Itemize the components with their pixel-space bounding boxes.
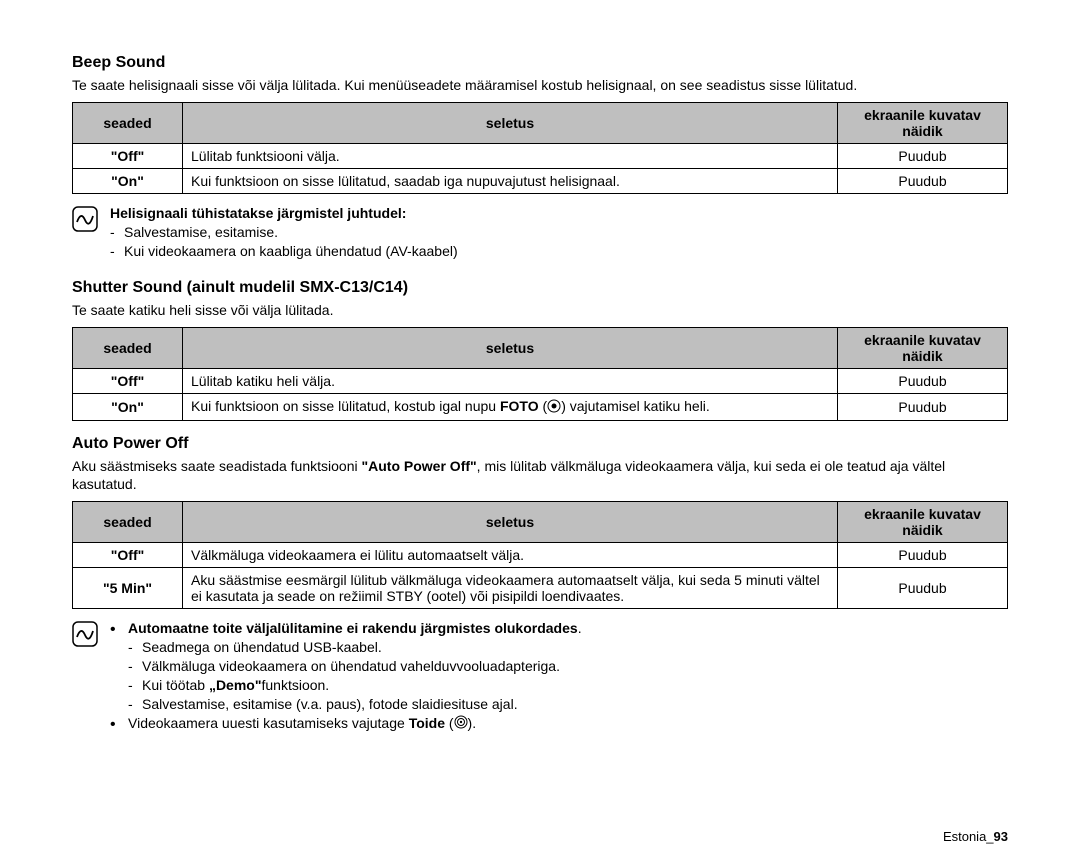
desc-post: vajutamisel katiku heli.: [566, 398, 710, 414]
note-sub: Salvestamise, esitamise (v.a. paus), fot…: [128, 695, 1008, 714]
section-desc-shutter: Te saate katiku heli sisse või välja lül…: [72, 301, 1008, 319]
section-title-beep: Beep Sound: [72, 54, 1008, 72]
note-bullet: Videokaamera uuesti kasutamiseks vajutag…: [110, 714, 1008, 734]
table-row: "5 Min" Aku säästmise eesmärgil lülitub …: [73, 568, 1008, 609]
note-block-beep: Helisignaali tühistatakse järgmistel juh…: [72, 204, 1008, 261]
note-content: Automaatne toite väljalülitamine ei rake…: [110, 619, 1008, 733]
section-autopower: Auto Power Off Aku säästmiseks saate sea…: [72, 435, 1008, 734]
sub-post: funktsioon.: [261, 677, 329, 693]
th-settings: seaded: [73, 328, 183, 369]
desc-bold: "Auto Power Off": [362, 458, 477, 474]
desc-bold: FOTO: [500, 398, 539, 414]
cell-setting: "Off": [73, 369, 183, 394]
table-row: "On" Kui funktsioon on sisse lülitatud, …: [73, 394, 1008, 421]
th-desc: seletus: [183, 502, 838, 543]
note-sub: Kui töötab „Demo"funktsioon.: [128, 676, 1008, 695]
desc-pre: Kui funktsioon on sisse lülitatud, kostu…: [191, 398, 500, 414]
th-indicator: ekraanile kuvatav näidik: [838, 502, 1008, 543]
table-row: "On" Kui funktsioon on sisse lülitatud, …: [73, 169, 1008, 194]
note-block-autopower: Automaatne toite väljalülitamine ei rake…: [72, 619, 1008, 733]
bullet-bold: Toide: [409, 715, 445, 731]
cell-desc: Lülitab funktsiooni välja.: [183, 144, 838, 169]
table-shutter: seaded seletus ekraanile kuvatav näidik …: [72, 327, 1008, 421]
cell-setting: "On": [73, 169, 183, 194]
table-row: "Off" Välkmäluga videokaamera ei lülitu …: [73, 543, 1008, 568]
note-content: Helisignaali tühistatakse järgmistel juh…: [110, 204, 1008, 261]
cell-setting: "Off": [73, 543, 183, 568]
section-shutter: Shutter Sound (ainult mudelil SMX-C13/C1…: [72, 279, 1008, 421]
th-settings: seaded: [73, 103, 183, 144]
th-indicator: ekraanile kuvatav näidik: [838, 328, 1008, 369]
note-icon: [72, 206, 98, 232]
cell-indicator: Puudub: [838, 169, 1008, 194]
cell-indicator: Puudub: [838, 543, 1008, 568]
note-sub: Välkmäluga videokaamera on ühendatud vah…: [128, 657, 1008, 676]
th-desc: seletus: [183, 328, 838, 369]
cell-indicator: Puudub: [838, 568, 1008, 609]
note-heading: Helisignaali tühistatakse järgmistel juh…: [110, 205, 406, 221]
note-item: Salvestamise, esitamise.: [110, 223, 1008, 242]
cell-desc: Välkmäluga videokaamera ei lülitu automa…: [183, 543, 838, 568]
section-title-shutter: Shutter Sound (ainult mudelil SMX-C13/C1…: [72, 279, 1008, 297]
bullet-after: .: [578, 620, 582, 636]
foto-icon: [547, 399, 561, 416]
sub-bold: „Demo": [209, 677, 262, 693]
note-item: Kui videokaamera on kaabliga ühendatud (…: [110, 242, 1008, 261]
cell-desc: Kui funktsioon on sisse lülitatud, kostu…: [183, 394, 838, 421]
desc-pre: Aku säästmiseks saate seadistada funktsi…: [72, 458, 362, 474]
bullet-post: .: [472, 715, 476, 731]
section-beep: Beep Sound Te saate helisignaali sisse v…: [72, 54, 1008, 261]
cell-desc: Kui funktsioon on sisse lülitatud, saada…: [183, 169, 838, 194]
table-row: "Off" Lülitab funktsiooni välja. Puudub: [73, 144, 1008, 169]
th-settings: seaded: [73, 502, 183, 543]
bullet-bold: Automaatne toite väljalülitamine ei rake…: [128, 620, 578, 636]
th-indicator: ekraanile kuvatav näidik: [838, 103, 1008, 144]
power-icon: [454, 715, 468, 734]
cell-indicator: Puudub: [838, 369, 1008, 394]
table-autopower: seaded seletus ekraanile kuvatav näidik …: [72, 501, 1008, 609]
cell-indicator: Puudub: [838, 144, 1008, 169]
note-icon: [72, 621, 98, 647]
footer-label: Estonia_: [943, 829, 994, 844]
table-row: "Off" Lülitab katiku heli välja. Puudub: [73, 369, 1008, 394]
cell-setting: "On": [73, 394, 183, 421]
bullet-pre: Videokaamera uuesti kasutamiseks vajutag…: [128, 715, 409, 731]
sub-pre: Kui töötab: [142, 677, 209, 693]
section-title-autopower: Auto Power Off: [72, 435, 1008, 453]
cell-setting: "5 Min": [73, 568, 183, 609]
cell-indicator: Puudub: [838, 394, 1008, 421]
cell-desc: Aku säästmise eesmärgil lülitub välkmälu…: [183, 568, 838, 609]
th-desc: seletus: [183, 103, 838, 144]
page-footer: Estonia_93: [943, 829, 1008, 844]
section-desc-autopower: Aku säästmiseks saate seadistada funktsi…: [72, 457, 1008, 493]
cell-desc: Lülitab katiku heli välja.: [183, 369, 838, 394]
cell-setting: "Off": [73, 144, 183, 169]
table-beep: seaded seletus ekraanile kuvatav näidik …: [72, 102, 1008, 194]
note-bullet: Automaatne toite väljalülitamine ei rake…: [110, 619, 1008, 713]
footer-page: 93: [994, 829, 1008, 844]
note-sub: Seadmega on ühendatud USB-kaabel.: [128, 638, 1008, 657]
section-desc-beep: Te saate helisignaali sisse või välja lü…: [72, 76, 1008, 94]
